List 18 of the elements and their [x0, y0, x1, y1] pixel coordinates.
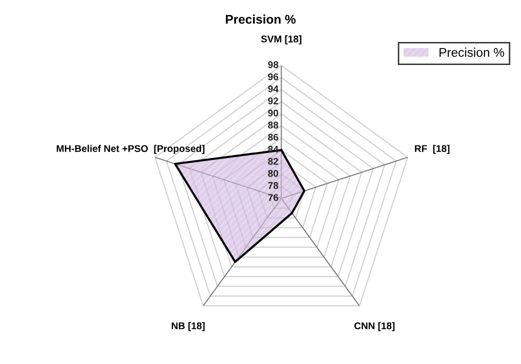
spoke-label: SVM [18] — [261, 35, 302, 44]
legend-label: Precision % — [440, 48, 504, 57]
y-tick-label: 82 — [268, 158, 278, 165]
y-tick-label: 98 — [268, 61, 278, 68]
spoke-label: NB [18] — [172, 322, 205, 332]
y-tick-label: 80 — [268, 170, 278, 177]
spoke-label: CNN [18] — [354, 322, 395, 332]
y-tick-label: 90 — [268, 110, 278, 116]
y-tick-label: 92 — [268, 97, 278, 104]
y-tick-label: 96 — [268, 73, 278, 80]
y-tick-label: 86 — [268, 134, 278, 141]
y-tick-label: 94 — [268, 85, 279, 92]
y-tick-label: 76 — [268, 194, 278, 201]
spoke-label: MH-Belief Net +PSO [Proposed] — [56, 144, 204, 154]
y-tick-label: 78 — [268, 182, 278, 189]
spoke-label: RF [18] — [414, 144, 450, 154]
y-tick-label: 88 — [268, 122, 278, 129]
chart-title: Precision % — [226, 14, 296, 24]
